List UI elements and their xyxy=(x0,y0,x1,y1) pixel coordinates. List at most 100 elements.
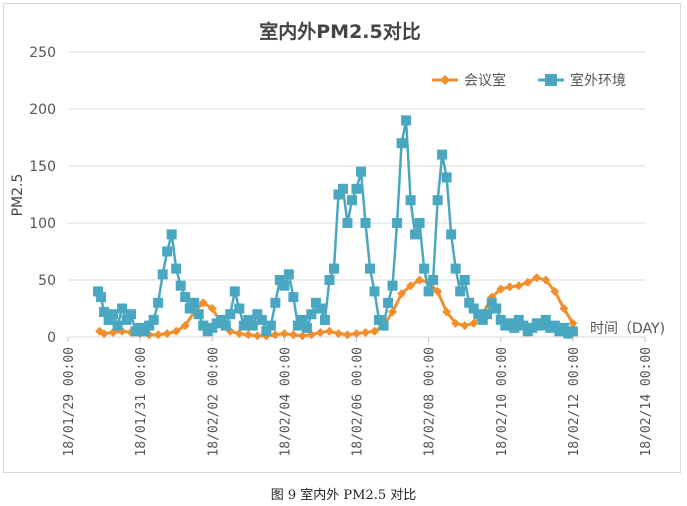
point-0-12 xyxy=(198,298,208,308)
point-1-59 xyxy=(356,166,367,177)
point-1-13 xyxy=(148,314,159,325)
point-0-22 xyxy=(288,330,298,340)
x-tick-label-4: 18/02/06 00:00 xyxy=(351,347,366,457)
point-1-31 xyxy=(229,286,240,297)
x-tick-label-2: 18/02/02 00:00 xyxy=(206,347,221,457)
point-1-63 xyxy=(374,314,385,325)
point-1-73 xyxy=(419,263,430,274)
point-1-56 xyxy=(342,218,353,228)
point-0-10 xyxy=(180,321,190,331)
point-1-71 xyxy=(410,229,421,240)
point-1-99 xyxy=(536,320,547,331)
point-0-39 xyxy=(442,307,452,317)
point-0-26 xyxy=(324,326,334,336)
point-1-89 xyxy=(491,303,502,314)
point-1-28 xyxy=(216,314,227,325)
point-1-0 xyxy=(93,286,104,297)
point-1-83 xyxy=(464,297,475,308)
series-layer xyxy=(93,115,578,341)
point-1-4 xyxy=(108,309,119,320)
point-0-34 xyxy=(397,289,407,299)
point-1-50 xyxy=(315,303,326,314)
point-1-64 xyxy=(378,320,389,331)
point-0-9 xyxy=(171,326,181,336)
point-1-11 xyxy=(139,326,150,337)
point-1-87 xyxy=(482,309,493,320)
point-1-66 xyxy=(387,280,398,291)
y-tick-label-200: 200 xyxy=(29,102,56,118)
point-1-85 xyxy=(473,309,484,320)
point-0-40 xyxy=(451,318,461,328)
legend-marker-1 xyxy=(545,74,557,86)
point-1-80 xyxy=(450,263,461,274)
figure-caption: 图 9 室内外 PM2.5 对比 xyxy=(270,488,417,503)
point-1-102 xyxy=(549,320,560,331)
point-1-5 xyxy=(112,320,123,331)
point-0-18 xyxy=(252,331,262,341)
point-1-23 xyxy=(193,309,204,320)
point-0-16 xyxy=(234,329,244,339)
x-tick-label-8: 18/02/14 00:00 xyxy=(639,347,654,457)
point-1-34 xyxy=(243,314,254,325)
point-0-33 xyxy=(388,307,398,317)
point-0-46 xyxy=(505,282,515,292)
point-0-41 xyxy=(460,321,470,331)
point-0-49 xyxy=(532,273,542,283)
point-1-52 xyxy=(324,275,335,285)
point-0-20 xyxy=(270,330,280,340)
series-line-1 xyxy=(96,119,574,335)
x-tick-label-7: 18/02/12 00:00 xyxy=(567,347,582,457)
point-1-58 xyxy=(351,183,362,194)
point-1-77 xyxy=(437,149,448,160)
point-0-17 xyxy=(243,330,253,340)
x-axis-title: 时间（DAY) xyxy=(590,321,665,337)
point-0-30 xyxy=(361,327,371,337)
point-0-47 xyxy=(514,281,524,291)
x-tick-label-6: 18/02/10 00:00 xyxy=(495,347,510,457)
chart-frame xyxy=(3,3,681,473)
point-1-53 xyxy=(328,263,339,274)
point-1-51 xyxy=(319,314,330,325)
point-1-88 xyxy=(486,297,497,308)
point-1-90 xyxy=(495,314,506,325)
point-0-1 xyxy=(99,329,109,339)
point-1-54 xyxy=(333,189,344,200)
point-1-93 xyxy=(509,322,520,333)
point-1-75 xyxy=(428,275,439,285)
point-0-7 xyxy=(153,330,163,340)
point-1-24 xyxy=(198,320,209,331)
point-1-20 xyxy=(180,292,191,303)
point-0-35 xyxy=(406,281,416,291)
point-1-21 xyxy=(184,303,195,314)
point-1-81 xyxy=(455,286,466,297)
point-1-40 xyxy=(270,297,281,308)
point-0-38 xyxy=(433,286,443,296)
y-tick-label-100: 100 xyxy=(29,216,56,232)
point-1-33 xyxy=(238,320,249,331)
point-1-3 xyxy=(103,314,114,325)
point-1-69 xyxy=(401,115,412,126)
legend: 会议室 室外环境 xyxy=(432,72,626,89)
point-0-51 xyxy=(550,286,560,296)
point-1-8 xyxy=(126,309,137,320)
gridlines xyxy=(68,51,645,338)
point-1-67 xyxy=(392,218,403,228)
y-tick-label-0: 0 xyxy=(47,330,56,346)
point-1-6 xyxy=(117,303,128,314)
point-1-30 xyxy=(225,309,236,320)
y-tick-label-250: 250 xyxy=(29,45,56,61)
point-1-2 xyxy=(99,306,110,317)
point-1-19 xyxy=(175,280,186,291)
point-0-8 xyxy=(162,329,172,339)
x-tick-label-0: 18/01/29 00:00 xyxy=(62,347,77,457)
point-0-45 xyxy=(496,284,506,294)
point-1-86 xyxy=(477,314,488,325)
point-0-42 xyxy=(469,318,479,328)
point-1-95 xyxy=(518,320,529,331)
point-0-27 xyxy=(333,329,343,339)
x-tick-label-5: 18/02/08 00:00 xyxy=(423,347,438,457)
point-1-47 xyxy=(301,322,312,333)
point-1-22 xyxy=(189,297,200,308)
point-1-100 xyxy=(540,314,551,325)
point-1-104 xyxy=(558,322,569,333)
